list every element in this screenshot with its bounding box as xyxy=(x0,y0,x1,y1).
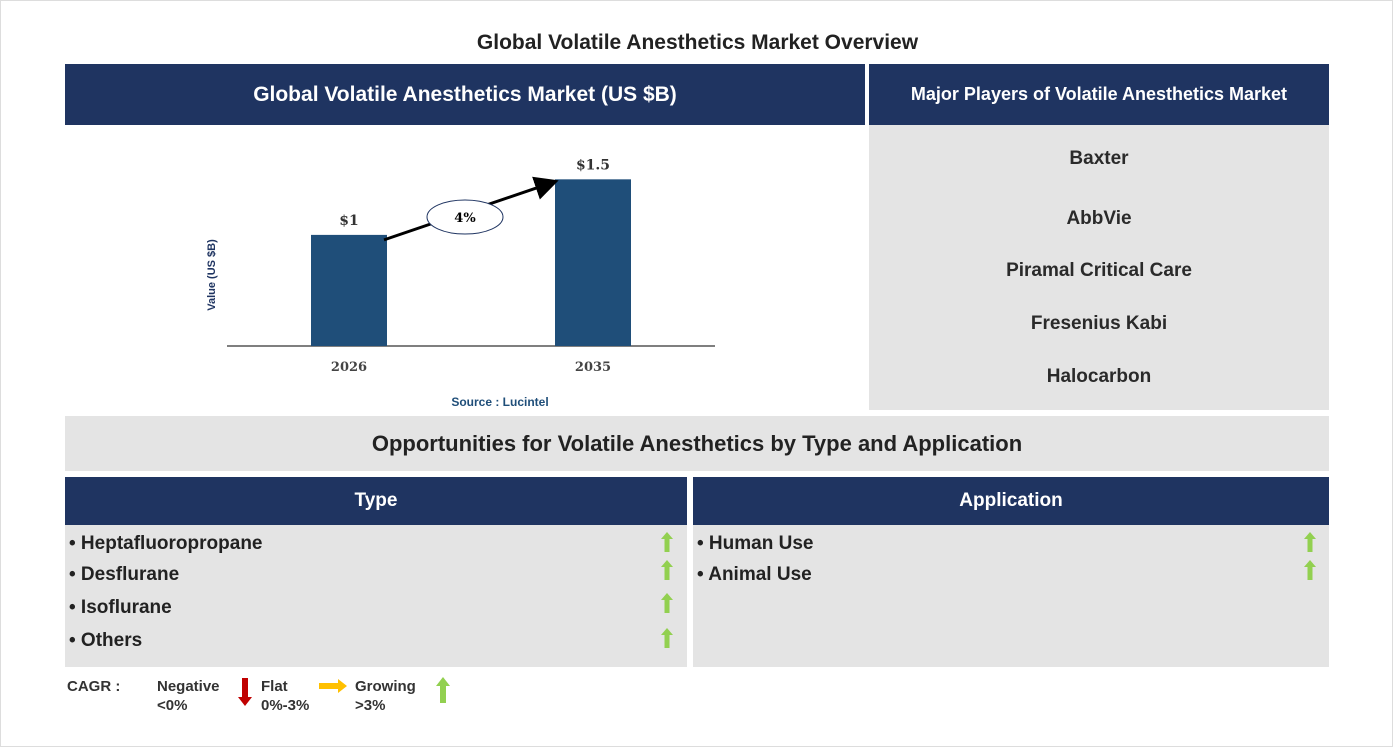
application-item: • Human Use xyxy=(697,533,814,554)
flat-arrow-icon xyxy=(319,679,347,693)
type-item: • Heptafluoropropane xyxy=(69,533,263,554)
x-tick-label: 2035 xyxy=(575,360,611,375)
type-header: Type xyxy=(65,477,687,525)
bar-2026 xyxy=(311,234,387,346)
bar-2035 xyxy=(555,179,631,346)
growing-arrow-icon xyxy=(661,560,673,580)
growing-arrow-icon xyxy=(436,677,450,703)
legend-flat-label: Flat xyxy=(261,678,288,695)
data-label: $1 xyxy=(339,213,358,229)
chart-header: Global Volatile Anesthetics Market (US $… xyxy=(65,64,865,125)
type-item: • Isoflurane xyxy=(69,597,172,618)
application-panel xyxy=(693,525,1329,667)
type-item: • Others xyxy=(69,630,143,651)
players-header: Major Players of Volatile Anesthetics Ma… xyxy=(869,64,1329,125)
bar-chart: Value (US $B) $1 2026 $1.5 2035 4% Source : … xyxy=(206,157,715,409)
opportunities-header: Opportunities for Volatile Anesthetics b… xyxy=(65,416,1329,471)
page-title: Global Volatile Anesthetics Market Overv… xyxy=(476,31,919,54)
type-panel xyxy=(65,525,687,667)
player-item: Fresenius Kabi xyxy=(1030,313,1168,334)
growing-arrow-icon xyxy=(1304,560,1316,580)
player-item: Halocarbon xyxy=(1046,366,1152,387)
data-label: $1.5 xyxy=(576,157,610,173)
legend-flat: Flat 0%-3% xyxy=(261,677,309,715)
legend-growing-range: >3% xyxy=(355,697,386,714)
legend-flat-range: 0%-3% xyxy=(261,697,310,714)
player-item: AbbVie xyxy=(1066,208,1132,229)
application-header: Application xyxy=(693,477,1329,525)
negative-arrow-icon xyxy=(238,678,252,706)
growing-arrow-icon xyxy=(1304,532,1316,552)
application-item: • Animal Use xyxy=(697,564,812,585)
players-list: Baxter AbbVie Piramal Critical Care Fres… xyxy=(869,125,1329,410)
legend-negative-range: <0% xyxy=(157,697,188,714)
legend-negative: Negative <0% xyxy=(157,677,220,715)
legend-cagr-label: CAGR : xyxy=(67,678,121,695)
legend-negative-label: Negative xyxy=(157,678,220,695)
growing-arrow-icon xyxy=(661,532,673,552)
legend-growing: Growing >3% xyxy=(355,677,416,715)
source-label: Source : Lucintel xyxy=(451,395,548,409)
player-item: Piramal Critical Care xyxy=(1006,260,1192,281)
type-item: • Desflurane xyxy=(69,564,180,585)
cagr-label: 4% xyxy=(454,211,476,226)
legend-growing-label: Growing xyxy=(355,678,416,695)
y-axis-label: Value (US $B) xyxy=(206,239,218,311)
player-item: Baxter xyxy=(1069,148,1129,169)
growing-arrow-icon xyxy=(661,628,673,648)
x-tick-label: 2026 xyxy=(331,360,367,375)
growing-arrow-icon xyxy=(661,593,673,613)
cagr-bubble xyxy=(426,199,504,235)
